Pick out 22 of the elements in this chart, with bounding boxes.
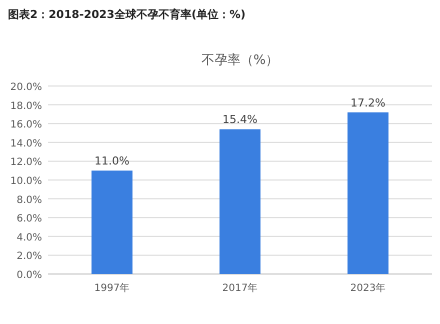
data-label: 17.2%	[350, 96, 386, 110]
y-tick-label: 16.0%	[10, 120, 42, 131]
chart-title: 图表2：2018-2023全球不孕不育率(单位：%)	[8, 8, 246, 21]
y-tick-label: 4.0%	[16, 232, 42, 244]
x-tick-label: 2023年	[350, 282, 386, 294]
bar	[92, 170, 132, 274]
y-tick-label: 20.0%	[10, 82, 42, 93]
y-tick-label: 18.0%	[10, 100, 42, 112]
y-tick-label: 10.0%	[10, 176, 42, 187]
y-tick-label: 0.0%	[16, 270, 42, 281]
bar	[220, 129, 260, 274]
y-tick-label: 12.0%	[10, 157, 42, 168]
y-tick-label: 2.0%	[16, 251, 42, 262]
y-tick-label: 8.0%	[16, 194, 42, 206]
x-tick-label: 2017年	[222, 282, 258, 294]
y-tick-label: 14.0%	[10, 138, 42, 150]
bar	[348, 112, 388, 274]
y-tick-label: 6.0%	[16, 214, 42, 225]
data-label: 15.4%	[222, 113, 258, 126]
x-tick-label: 1997年	[94, 282, 130, 294]
chart-subtitle: 不孕率（%）	[201, 52, 279, 68]
data-label: 11.0%	[94, 154, 130, 168]
